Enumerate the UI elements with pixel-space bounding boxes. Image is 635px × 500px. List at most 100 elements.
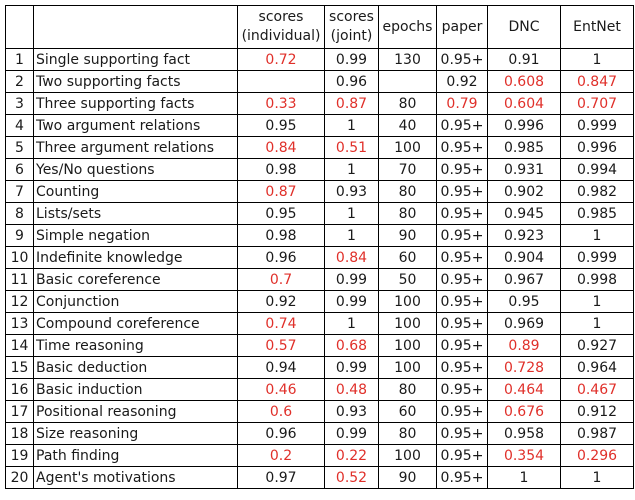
task-name: Lists/sets — [33, 202, 238, 225]
table-row: 12 Conjunction 0.92 0.99 100 0.95+ 0.95 1 — [5, 290, 634, 313]
entnet-cell: 0.912 — [560, 400, 634, 423]
task-name: Single supporting fact — [33, 48, 238, 71]
score-joint-cell: 0.99 — [324, 268, 379, 291]
entnet-cell: 0.847 — [560, 70, 634, 93]
epochs-cell: 80 — [378, 378, 437, 401]
header-row: scores (individual) scores (joint) epoch… — [5, 5, 634, 49]
dnc-cell: 0.967 — [487, 268, 561, 291]
row-number: 15 — [5, 356, 34, 379]
paper-cell: 0.95+ — [436, 356, 488, 379]
epochs-cell: 130 — [378, 48, 437, 71]
row-number: 5 — [5, 136, 34, 159]
table-row: 11 Basic coreference 0.7 0.99 50 0.95+ 0.967 0.… — [5, 268, 634, 291]
score-joint-cell: 1 — [324, 114, 379, 137]
paper-cell: 0.95+ — [436, 290, 488, 313]
task-name: Size reasoning — [33, 422, 238, 445]
epochs-cell: 60 — [378, 400, 437, 423]
score-individual-cell: 0.72 — [237, 48, 325, 71]
epochs-cell: 80 — [378, 202, 437, 225]
score-joint-cell: 1 — [324, 224, 379, 247]
dnc-cell: 0.969 — [487, 312, 561, 335]
score-individual-cell: 0.95 — [237, 114, 325, 137]
score-individual-cell: 0.2 — [237, 444, 325, 467]
score-joint-cell: 0.52 — [324, 466, 379, 489]
row-number: 6 — [5, 158, 34, 181]
dnc-cell: 0.923 — [487, 224, 561, 247]
task-name: Agent's motivations — [33, 466, 238, 489]
task-name: Conjunction — [33, 290, 238, 313]
score-joint-cell: 0.93 — [324, 400, 379, 423]
score-joint-cell: 0.93 — [324, 180, 379, 203]
entnet-cell: 1 — [560, 290, 634, 313]
entnet-cell: 0.927 — [560, 334, 634, 357]
paper-cell: 0.95+ — [436, 378, 488, 401]
score-individual-cell: 0.74 — [237, 312, 325, 335]
header-epochs: epochs — [378, 5, 437, 49]
task-name: Three supporting facts — [33, 92, 238, 115]
table-row: 8 Lists/sets 0.95 1 80 0.95+ 0.945 0.985 — [5, 202, 634, 225]
task-name: Basic deduction — [33, 356, 238, 379]
row-number: 19 — [5, 444, 34, 467]
dnc-cell: 0.91 — [487, 48, 561, 71]
epochs-cell: 100 — [378, 356, 437, 379]
task-name: Compound coreference — [33, 312, 238, 335]
epochs-cell: 40 — [378, 114, 437, 137]
results-table: scores (individual) scores (joint) epoch… — [5, 5, 634, 489]
table-row: 16 Basic induction 0.46 0.48 80 0.95+ 0.464 0.4… — [5, 378, 634, 401]
table-row: 18 Size reasoning 0.96 0.99 80 0.95+ 0.958 0.98… — [5, 422, 634, 445]
score-joint-cell: 0.87 — [324, 92, 379, 115]
epochs-cell: 70 — [378, 158, 437, 181]
header-dnc: DNC — [487, 5, 561, 49]
dnc-cell: 0.904 — [487, 246, 561, 269]
dnc-cell: 0.608 — [487, 70, 561, 93]
task-name: Three argument relations — [33, 136, 238, 159]
entnet-cell: 0.994 — [560, 158, 634, 181]
task-name: Time reasoning — [33, 334, 238, 357]
row-number: 20 — [5, 466, 34, 489]
table-row: 9 Simple negation 0.98 1 90 0.95+ 0.923 1 — [5, 224, 634, 247]
score-joint-cell: 1 — [324, 312, 379, 335]
epochs-cell — [378, 70, 437, 93]
row-number: 1 — [5, 48, 34, 71]
row-number: 14 — [5, 334, 34, 357]
score-individual-cell: 0.97 — [237, 466, 325, 489]
entnet-cell: 0.296 — [560, 444, 634, 467]
dnc-cell: 0.604 — [487, 92, 561, 115]
row-number: 13 — [5, 312, 34, 335]
score-individual-cell: 0.98 — [237, 224, 325, 247]
score-joint-cell: 0.99 — [324, 48, 379, 71]
epochs-cell: 90 — [378, 466, 437, 489]
entnet-cell: 0.999 — [560, 114, 634, 137]
table-row: 7 Counting 0.87 0.93 80 0.95+ 0.902 0.982 — [5, 180, 634, 203]
paper-cell: 0.95+ — [436, 246, 488, 269]
paper-cell: 0.95+ — [436, 444, 488, 467]
score-joint-cell: 0.48 — [324, 378, 379, 401]
task-name: Basic coreference — [33, 268, 238, 291]
score-individual-cell: 0.6 — [237, 400, 325, 423]
epochs-cell: 80 — [378, 180, 437, 203]
epochs-cell: 50 — [378, 268, 437, 291]
task-name: Path finding — [33, 444, 238, 467]
header-entnet: EntNet — [560, 5, 634, 49]
paper-cell: 0.95+ — [436, 268, 488, 291]
epochs-cell: 100 — [378, 312, 437, 335]
score-individual-cell: 0.98 — [237, 158, 325, 181]
entnet-cell: 0.707 — [560, 92, 634, 115]
score-joint-cell: 0.68 — [324, 334, 379, 357]
entnet-cell: 0.985 — [560, 202, 634, 225]
row-number: 10 — [5, 246, 34, 269]
score-joint-cell: 0.99 — [324, 290, 379, 313]
dnc-cell: 0.676 — [487, 400, 561, 423]
paper-cell: 0.95+ — [436, 114, 488, 137]
header-index — [5, 5, 34, 49]
table-row: 5 Three argument relations 0.84 0.51 100 0.95… — [5, 136, 634, 159]
entnet-cell: 1 — [560, 48, 634, 71]
row-number: 2 — [5, 70, 34, 93]
task-name: Simple negation — [33, 224, 238, 247]
row-number: 8 — [5, 202, 34, 225]
table-row: 3 Three supporting facts 0.33 0.87 80 0.79 0.6… — [5, 92, 634, 115]
table-row: 15 Basic deduction 0.94 0.99 100 0.95+ 0.728 0.… — [5, 356, 634, 379]
paper-cell: 0.95+ — [436, 312, 488, 335]
entnet-cell: 0.467 — [560, 378, 634, 401]
score-joint-cell: 1 — [324, 158, 379, 181]
